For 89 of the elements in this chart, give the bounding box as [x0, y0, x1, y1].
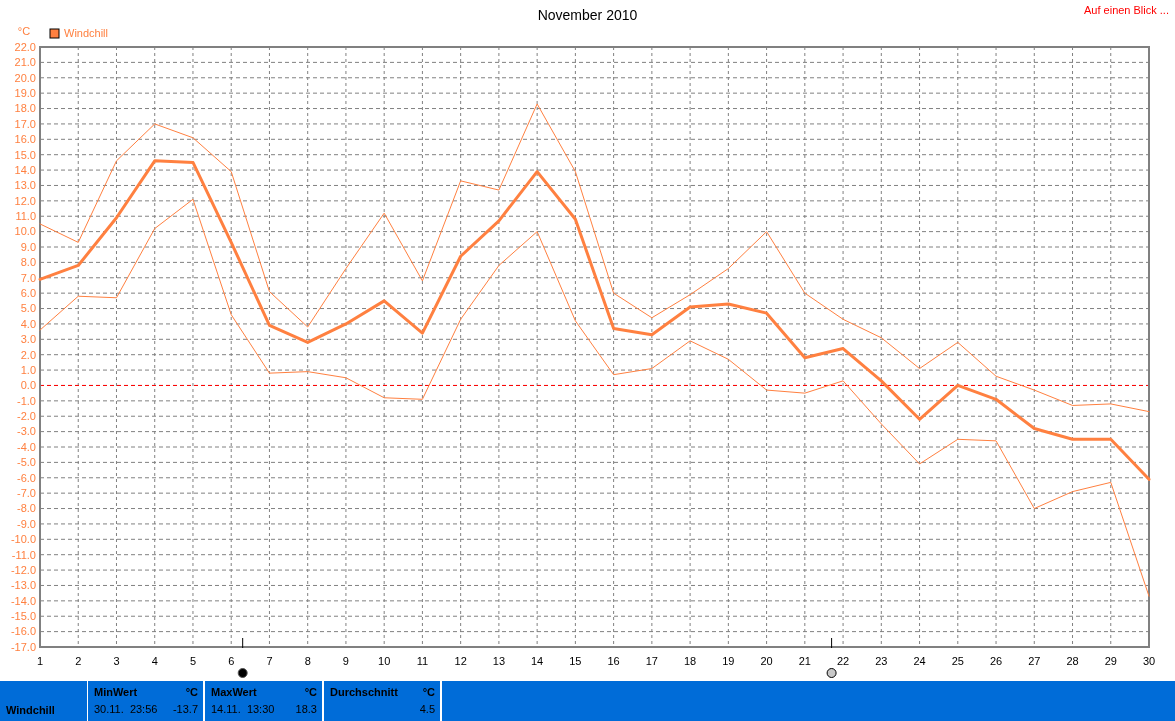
- y-tick-label: 7.0: [20, 271, 36, 284]
- x-tick-label: 30: [1142, 655, 1156, 667]
- y-tick-label: -12.0: [10, 563, 36, 576]
- x-tick-label: 18: [683, 655, 697, 667]
- x-tick-label: 10: [378, 655, 391, 667]
- line-series: [39, 198, 1150, 597]
- x-tick-label: 25: [951, 655, 964, 667]
- x-tick-label: 20: [760, 655, 773, 667]
- x-tick-label: 7: [266, 655, 273, 667]
- y-tick-label: 13.0: [14, 179, 36, 192]
- text: °C: [304, 686, 318, 698]
- x-tick-label: 6: [228, 655, 235, 667]
- y-tick-label: 4.0: [20, 317, 36, 330]
- x-tick-label: 3: [113, 655, 120, 667]
- x-tick-label: 13: [492, 655, 506, 667]
- y-tick-label: -10.0: [10, 533, 36, 546]
- y-tick-label: 20.0: [14, 71, 36, 84]
- x-tick-label: 29: [1104, 655, 1117, 667]
- y-tick-label: 9.0: [20, 240, 36, 253]
- legend-label: Windchill: [64, 27, 109, 39]
- x-tick-label: 16: [607, 655, 620, 667]
- y-tick-label: 15.0: [14, 148, 36, 161]
- text: Auf einen Blick ...: [1084, 4, 1169, 16]
- y-tick-label: 1.0: [20, 363, 36, 376]
- y-tick-label: -15.0: [10, 610, 36, 623]
- x-tick-label: 11: [416, 655, 429, 667]
- x-tick-label: 19: [722, 655, 735, 667]
- text: 30.11. 23:56: [94, 703, 158, 715]
- y-tick-label: 11.0: [15, 210, 36, 223]
- text: 4.5: [419, 703, 435, 715]
- y-tick-label: -4.0: [17, 440, 36, 453]
- x-tick-label: 14: [531, 655, 544, 667]
- y-tick-label: -9.0: [17, 517, 36, 530]
- x-tick-label: 8: [304, 655, 311, 667]
- y-tick-label: -14.0: [10, 594, 36, 607]
- line-series: [39, 103, 1150, 413]
- x-tick-label: 27: [1028, 655, 1041, 667]
- y-tick-label: 17.0: [14, 117, 36, 130]
- y-tick-label: -2.0: [17, 410, 36, 423]
- text: 14.11. 13:30: [211, 703, 275, 715]
- text: Windchill: [6, 704, 55, 716]
- y-tick-label: 12.0: [14, 194, 36, 207]
- x-tick-label: 2: [75, 655, 82, 667]
- y-tick-label: 14.0: [14, 163, 36, 176]
- y-axis-title: °C: [17, 25, 31, 37]
- x-tick-label: 24: [913, 655, 926, 667]
- y-tick-label: 3.0: [20, 333, 36, 346]
- x-tick-label: 1: [36, 655, 44, 667]
- x-tick-label: 21: [798, 655, 811, 667]
- text: °C: [422, 686, 436, 698]
- x-tick-label: 12: [454, 655, 467, 667]
- y-tick-label: 21.0: [14, 56, 36, 69]
- text: °C: [185, 686, 199, 698]
- y-tick-label: 22.0: [14, 40, 36, 53]
- y-tick-label: 5.0: [20, 302, 36, 315]
- y-tick-label: 18.0: [14, 102, 36, 115]
- x-tick-label: 4: [151, 655, 158, 667]
- text: 18.3: [295, 703, 317, 715]
- text: MinWert: [94, 686, 138, 698]
- text: Durchschnitt: [330, 686, 399, 698]
- x-tick-label: 5: [189, 655, 197, 667]
- y-tick-label: 2.0: [20, 348, 36, 361]
- line-series: [38, 159, 1151, 481]
- y-tick-label: -5.0: [17, 456, 36, 469]
- y-tick-label: -13.0: [10, 579, 36, 592]
- y-tick-label: 19.0: [14, 87, 36, 99]
- y-tick-label: 6.0: [20, 287, 36, 299]
- y-tick-label: -16.0: [10, 625, 36, 638]
- y-tick-label: -1.0: [17, 394, 36, 407]
- x-tick-label: 28: [1066, 655, 1079, 667]
- chart-title: November 2010: [537, 7, 638, 23]
- y-tick-label: -17.0: [10, 640, 36, 653]
- x-tick-label: 15: [569, 655, 582, 667]
- y-tick-label: 0.0: [20, 379, 36, 392]
- y-tick-label: 10.0: [14, 225, 36, 238]
- x-tick-label: 23: [875, 655, 888, 667]
- x-tick-label: 22: [836, 655, 850, 667]
- y-tick-label: -8.0: [17, 502, 36, 515]
- y-tick-label: 8.0: [20, 256, 36, 269]
- x-tick-label: 9: [342, 655, 349, 667]
- text: -13.7: [172, 703, 198, 715]
- x-tick-label: 17: [645, 655, 658, 667]
- y-tick-label: -6.0: [17, 471, 36, 484]
- y-tick-label: 16.0: [14, 133, 36, 146]
- y-tick-label: -7.0: [17, 487, 36, 499]
- x-tick-label: 26: [989, 655, 1003, 667]
- text: MaxWert: [211, 686, 257, 698]
- y-tick-label: -3.0: [17, 425, 36, 438]
- y-tick-label: -11.0: [11, 548, 36, 561]
